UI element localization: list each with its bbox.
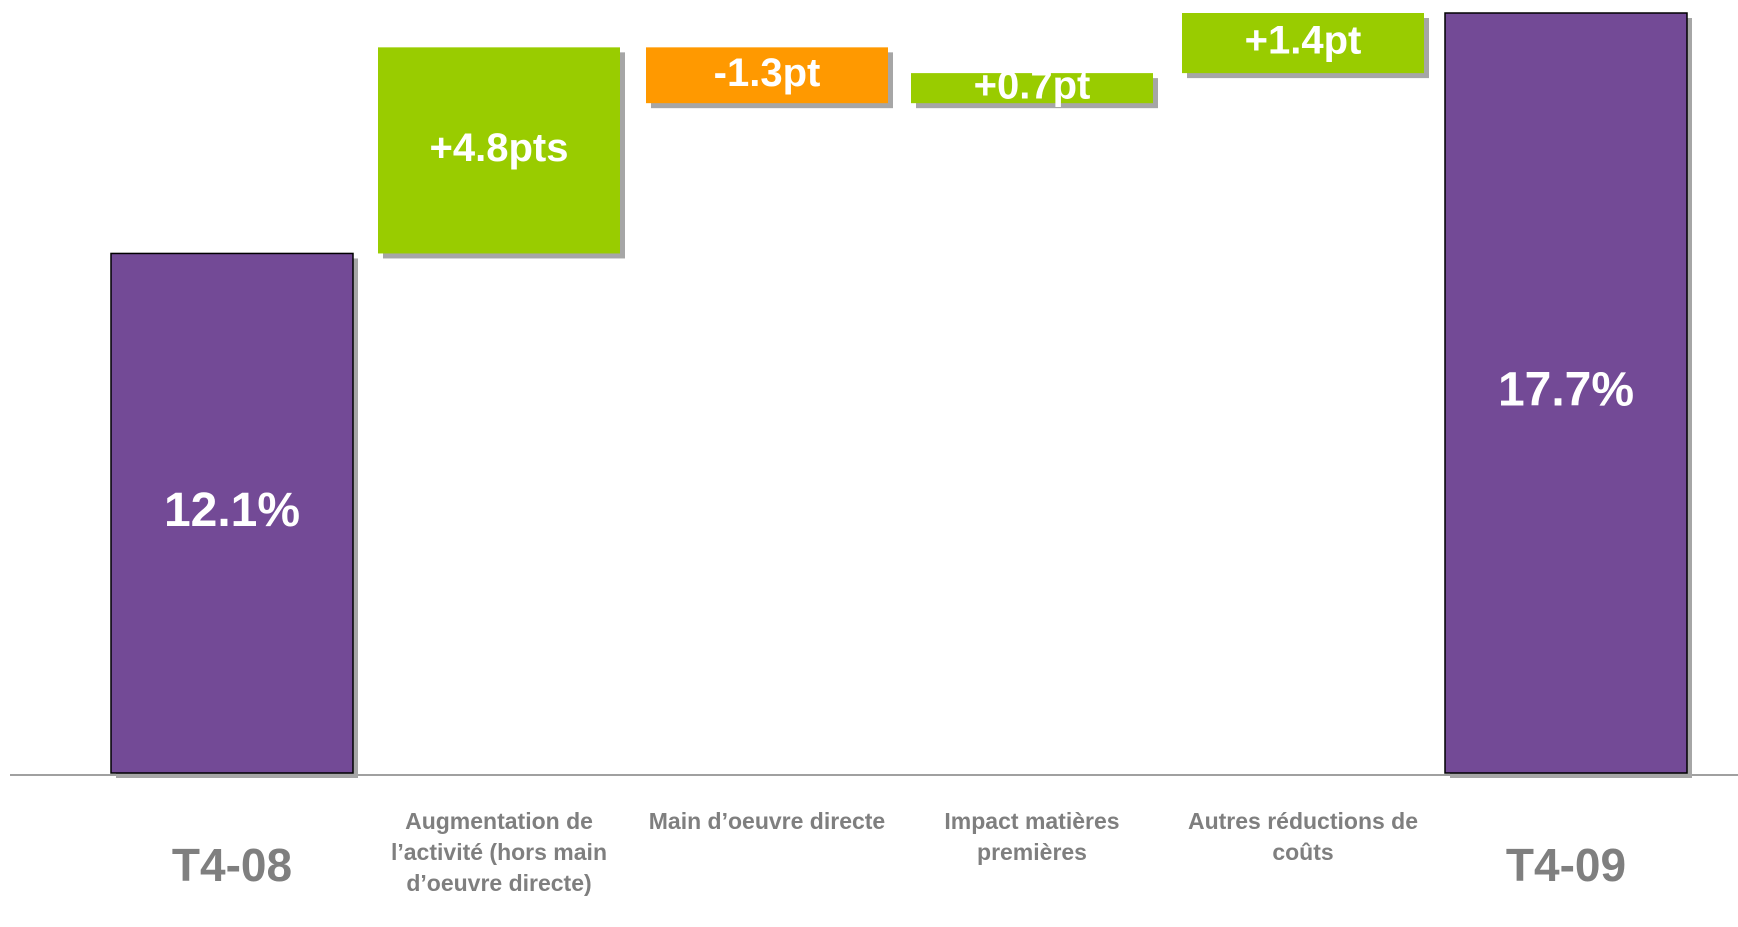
value-label: +4.8pts xyxy=(430,126,569,170)
category-label: Impact matières premières xyxy=(944,808,1120,865)
bar xyxy=(1182,13,1424,74)
value-label: +1.4pt xyxy=(1245,19,1362,63)
value-label: -1.3pt xyxy=(714,51,821,95)
category-label: Autres réductions de coûts xyxy=(1187,808,1419,865)
bar xyxy=(646,47,888,104)
bar xyxy=(1444,12,1688,774)
bar xyxy=(110,252,354,774)
value-label: +0.7pt xyxy=(974,64,1091,108)
bar xyxy=(911,73,1153,104)
category-label: Augmentation de l’activité (hors main d’… xyxy=(390,808,607,896)
category-label: Main d’oeuvre directe xyxy=(648,808,886,834)
bar xyxy=(378,47,620,254)
value-label: 12.1% xyxy=(164,484,300,537)
category-label: T4-09 xyxy=(1505,839,1627,891)
value-label: 17.7% xyxy=(1498,364,1634,417)
category-label: T4-08 xyxy=(171,839,293,891)
